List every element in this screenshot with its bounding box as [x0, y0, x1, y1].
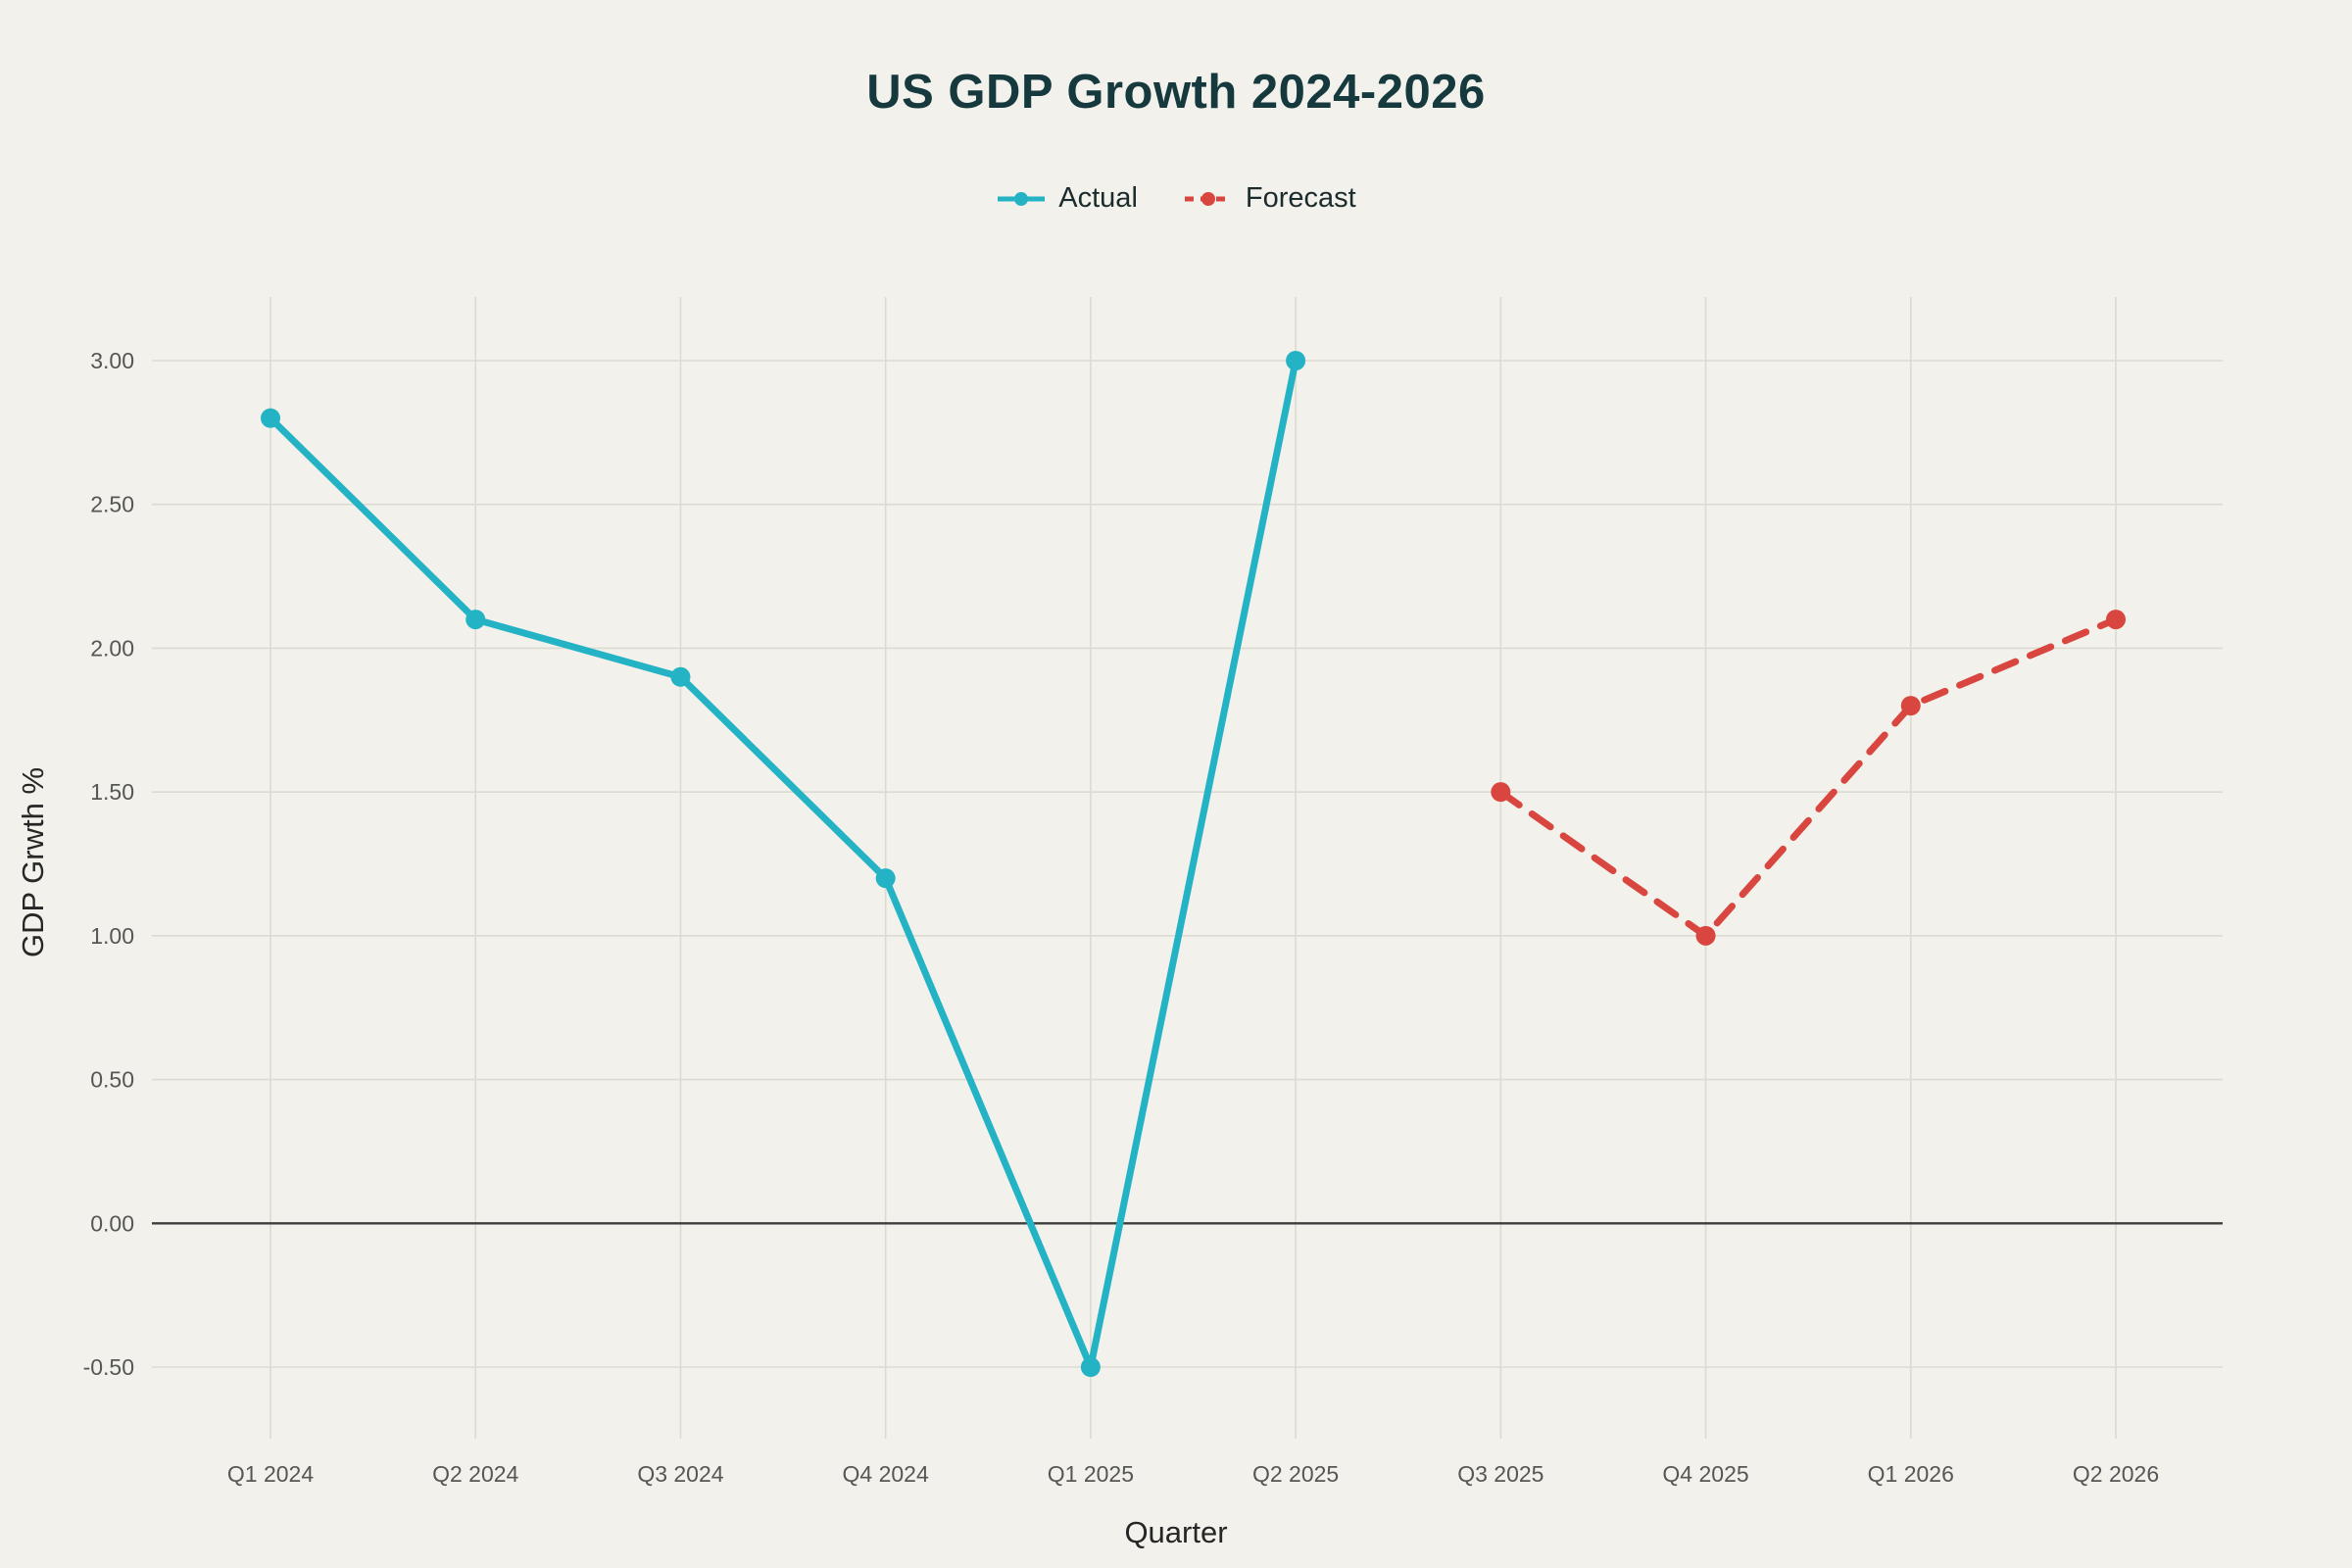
data-point-actual: [1080, 1357, 1101, 1377]
y-tick-label: 1.00: [90, 923, 134, 949]
y-tick-label: 0.00: [90, 1210, 134, 1236]
x-axis-label: Quarter: [1124, 1515, 1228, 1549]
data-point-forecast: [1695, 925, 1716, 946]
legend-label-forecast: Forecast: [1245, 182, 1356, 214]
data-point-actual: [670, 666, 691, 687]
y-tick-label: 1.50: [90, 779, 134, 805]
x-tick-label: Q2 2025: [1252, 1461, 1339, 1487]
data-point-forecast: [1491, 782, 1511, 803]
x-tick-label: Q1 2026: [1868, 1461, 1954, 1487]
data-point-forecast: [1900, 696, 1921, 716]
forecast-marker-dot: [1200, 191, 1215, 206]
x-tick-label: Q4 2024: [843, 1461, 929, 1487]
chart-title: US GDP Growth 2024-2026: [866, 66, 1486, 119]
x-tick-label: Q3 2025: [1457, 1461, 1544, 1487]
y-tick-label: 2.00: [90, 635, 134, 661]
data-point-actual: [1286, 351, 1306, 370]
forecast-line-marker-icon: [1184, 191, 1232, 206]
x-tick-label: Q4 2025: [1662, 1461, 1748, 1487]
data-point-actual: [466, 610, 486, 630]
legend-label-actual: Actual: [1058, 182, 1138, 214]
y-tick-label: 2.50: [90, 492, 134, 517]
y-tick-label: 0.50: [90, 1067, 134, 1093]
actual-marker-dot: [1014, 191, 1029, 206]
x-tick-label: Q2 2024: [432, 1461, 518, 1487]
x-tick-label: Q1 2024: [227, 1461, 314, 1487]
data-point-actual: [261, 408, 280, 428]
series-line-actual: [267, 357, 1299, 1371]
data-point-forecast: [2106, 610, 2126, 630]
x-tick-label: Q2 2026: [2073, 1461, 2159, 1487]
legend: Actual Forecast: [0, 182, 2352, 215]
x-tick-label: Q3 2024: [637, 1461, 723, 1487]
y-axis-label: GDP Grwth %: [16, 766, 50, 958]
series-line-forecast: [1496, 615, 2120, 940]
y-tick-label: -0.50: [83, 1354, 134, 1380]
y-tick-label: 3.00: [90, 348, 134, 373]
legend-item-actual: Actual: [996, 182, 1138, 215]
legend-item-forecast: Forecast: [1183, 182, 1356, 215]
actual-line-marker-icon: [998, 191, 1046, 206]
x-tick-label: Q1 2025: [1048, 1461, 1134, 1487]
data-point-actual: [875, 868, 896, 889]
